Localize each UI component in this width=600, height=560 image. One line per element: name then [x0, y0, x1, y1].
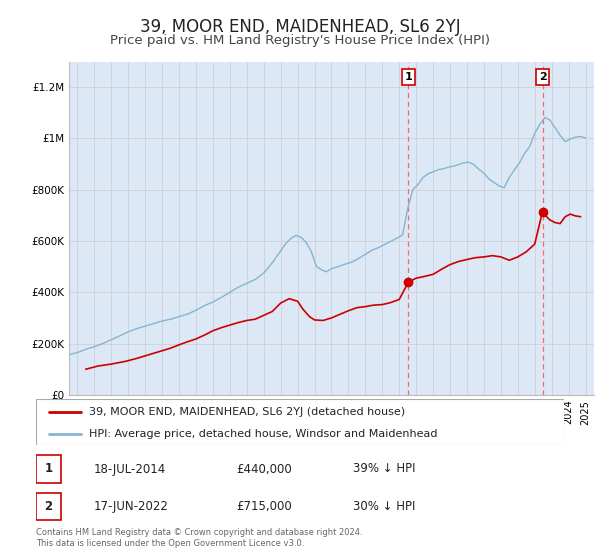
- Text: 18-JUL-2014: 18-JUL-2014: [94, 463, 166, 475]
- Text: 39% ↓ HPI: 39% ↓ HPI: [353, 463, 415, 475]
- Text: 2: 2: [44, 500, 53, 513]
- Text: 39, MOOR END, MAIDENHEAD, SL6 2YJ: 39, MOOR END, MAIDENHEAD, SL6 2YJ: [140, 18, 460, 36]
- Bar: [36, 455, 61, 483]
- Text: Contains HM Land Registry data © Crown copyright and database right 2024.
This d: Contains HM Land Registry data © Crown c…: [36, 528, 362, 548]
- Text: 1: 1: [44, 463, 53, 475]
- Text: 39, MOOR END, MAIDENHEAD, SL6 2YJ (detached house): 39, MOOR END, MAIDENHEAD, SL6 2YJ (detac…: [89, 407, 405, 417]
- Text: 17-JUN-2022: 17-JUN-2022: [94, 500, 169, 513]
- Text: Price paid vs. HM Land Registry's House Price Index (HPI): Price paid vs. HM Land Registry's House …: [110, 34, 490, 46]
- Text: HPI: Average price, detached house, Windsor and Maidenhead: HPI: Average price, detached house, Wind…: [89, 429, 437, 438]
- Text: £440,000: £440,000: [236, 463, 292, 475]
- Text: £715,000: £715,000: [236, 500, 292, 513]
- Text: 2: 2: [539, 72, 547, 82]
- Text: 1: 1: [404, 72, 412, 82]
- Text: 30% ↓ HPI: 30% ↓ HPI: [353, 500, 415, 513]
- Bar: [36, 493, 61, 520]
